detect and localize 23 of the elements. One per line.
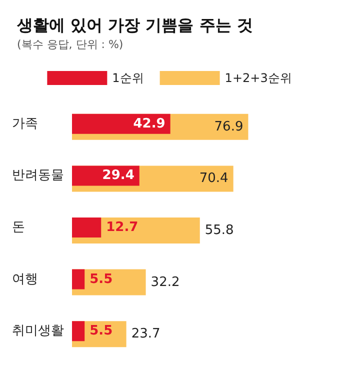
data-label: 42.9 — [133, 116, 166, 132]
bar — [72, 114, 170, 134]
bar — [72, 269, 85, 290]
data-label: 5.5 — [90, 324, 113, 339]
chart-subtitle: (복수 응답, 단위 : %) — [17, 38, 124, 51]
data-label: 55.8 — [204, 223, 234, 238]
chart-title: 생활에 있어 가장 기쁨을 주는 것 — [16, 16, 253, 34]
legend-label: 1순위 — [112, 71, 144, 85]
bar — [72, 321, 85, 342]
data-label: 70.4 — [199, 171, 228, 186]
y-tick-label: 가족 — [12, 116, 38, 132]
y-tick-label: 반려동물 — [12, 168, 64, 184]
y-tick-label: 돈 — [12, 220, 25, 235]
y-tick-label: 취미생활 — [12, 324, 64, 339]
legend-label: 1+2+3순위 — [224, 71, 292, 85]
data-label: 23.7 — [131, 326, 160, 342]
data-label: 12.7 — [106, 220, 138, 235]
data-label: 29.4 — [102, 168, 134, 184]
y-tick-label: 여행 — [12, 272, 38, 287]
data-label: 32.2 — [150, 274, 180, 290]
bar — [72, 218, 102, 238]
data-label: 76.9 — [214, 119, 244, 134]
data-label: 5.5 — [90, 272, 113, 287]
